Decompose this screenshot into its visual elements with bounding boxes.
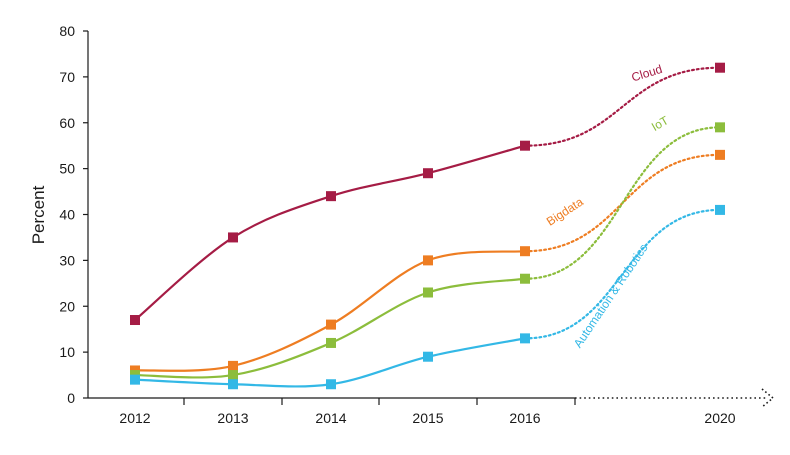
- data-point: [130, 374, 140, 385]
- series-group: Cloud Bigdata IoT Automation & Robotics: [130, 62, 725, 390]
- series-label: Cloud: [630, 62, 664, 85]
- data-point: [228, 379, 238, 390]
- series-label: Automation & Robotics: [571, 241, 651, 350]
- y-tick-label: 0: [67, 390, 75, 406]
- data-point: [423, 255, 433, 266]
- y-tick-label: 60: [59, 115, 75, 131]
- y-tick-label: 70: [59, 69, 75, 85]
- y-axis-title: Percent: [29, 185, 48, 244]
- y-tick-label: 40: [59, 207, 75, 223]
- y-tick-label: 50: [59, 161, 75, 177]
- x-tick-label: 2014: [315, 410, 346, 426]
- data-point: [715, 62, 725, 73]
- data-point: [715, 204, 725, 215]
- y-tick-label: 20: [59, 298, 75, 314]
- data-point: [326, 379, 336, 390]
- series-cloud: Cloud: [130, 62, 725, 326]
- data-point: [326, 319, 336, 330]
- x-axis-arrow-icon: [761, 388, 775, 408]
- x-tick-label: 2012: [119, 410, 150, 426]
- y-tick-labels: 0 10 20 30 40 50 60 70 80: [59, 23, 88, 406]
- x-tick-label: 2016: [509, 410, 540, 426]
- data-point: [423, 168, 433, 179]
- series-projection-line: [523, 126, 722, 280]
- series-line: [134, 144, 526, 321]
- series-projection-line: [523, 66, 722, 147]
- data-point: [326, 337, 336, 348]
- data-point: [423, 287, 433, 298]
- data-point: [326, 191, 336, 202]
- x-tick-label: 2020: [704, 410, 735, 426]
- data-point: [228, 370, 238, 381]
- y-tick-label: 80: [59, 23, 75, 39]
- data-point: [228, 360, 238, 371]
- x-tick-label: 2015: [412, 410, 443, 426]
- data-point: [520, 333, 530, 344]
- series-label: Bigdata: [544, 195, 586, 229]
- data-point: [423, 351, 433, 362]
- data-point: [520, 140, 530, 151]
- data-point: [228, 232, 238, 243]
- x-tick-labels: 2012 2013 2014 2015 2016 2020: [119, 398, 736, 426]
- series-label: IoT: [649, 113, 672, 134]
- y-tick-label: 30: [59, 252, 75, 268]
- data-point: [520, 273, 530, 284]
- data-point: [130, 315, 140, 326]
- data-point: [715, 149, 725, 160]
- axes: [87, 31, 775, 408]
- y-tick-label: 10: [59, 344, 75, 360]
- series-projection-line: [523, 208, 722, 340]
- x-tick-label: 2013: [217, 410, 248, 426]
- data-point: [715, 122, 725, 133]
- data-point: [520, 246, 530, 257]
